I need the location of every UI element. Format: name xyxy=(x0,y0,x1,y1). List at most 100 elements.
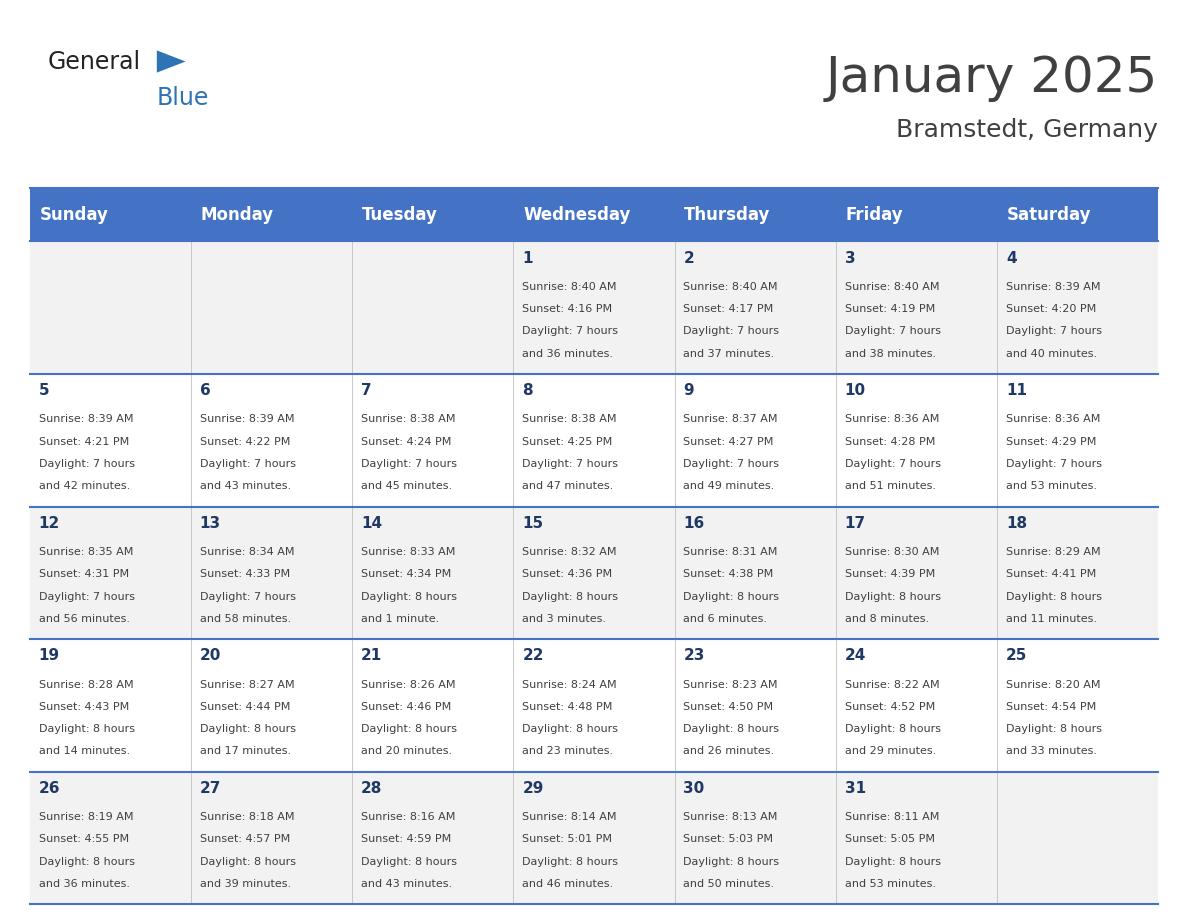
Text: January 2025: January 2025 xyxy=(826,54,1158,102)
Text: Daylight: 8 hours: Daylight: 8 hours xyxy=(683,856,779,867)
Text: Daylight: 7 hours: Daylight: 7 hours xyxy=(1006,459,1102,469)
Text: Thursday: Thursday xyxy=(684,206,771,224)
Text: 19: 19 xyxy=(38,648,59,664)
Text: 29: 29 xyxy=(523,781,544,796)
Text: Sunday: Sunday xyxy=(39,206,108,224)
Text: Daylight: 8 hours: Daylight: 8 hours xyxy=(361,856,457,867)
Text: Sunset: 4:20 PM: Sunset: 4:20 PM xyxy=(1006,304,1097,314)
Text: and 51 minutes.: and 51 minutes. xyxy=(845,481,936,491)
Text: and 11 minutes.: and 11 minutes. xyxy=(1006,614,1097,624)
Text: Bramstedt, Germany: Bramstedt, Germany xyxy=(897,118,1158,142)
Text: Daylight: 8 hours: Daylight: 8 hours xyxy=(38,724,134,734)
Text: Sunrise: 8:24 AM: Sunrise: 8:24 AM xyxy=(523,679,617,689)
Polygon shape xyxy=(157,50,185,73)
Bar xyxy=(30,188,191,241)
Text: Daylight: 7 hours: Daylight: 7 hours xyxy=(38,459,134,469)
Text: Sunset: 4:17 PM: Sunset: 4:17 PM xyxy=(683,304,773,314)
Text: General: General xyxy=(48,50,140,73)
Text: 26: 26 xyxy=(38,781,61,796)
Text: Sunset: 4:16 PM: Sunset: 4:16 PM xyxy=(523,304,612,314)
Text: 6: 6 xyxy=(200,384,210,398)
Text: Daylight: 8 hours: Daylight: 8 hours xyxy=(523,591,618,601)
Text: and 23 minutes.: and 23 minutes. xyxy=(523,746,613,756)
Text: Sunrise: 8:13 AM: Sunrise: 8:13 AM xyxy=(683,812,778,823)
Text: and 45 minutes.: and 45 minutes. xyxy=(361,481,453,491)
Bar xyxy=(30,374,1158,507)
Text: Sunrise: 8:22 AM: Sunrise: 8:22 AM xyxy=(845,679,940,689)
Text: 21: 21 xyxy=(361,648,383,664)
Text: Daylight: 8 hours: Daylight: 8 hours xyxy=(845,724,941,734)
Text: Sunset: 5:05 PM: Sunset: 5:05 PM xyxy=(845,834,935,845)
Text: Sunrise: 8:37 AM: Sunrise: 8:37 AM xyxy=(683,414,778,424)
Text: Sunrise: 8:31 AM: Sunrise: 8:31 AM xyxy=(683,547,778,557)
Text: 3: 3 xyxy=(845,251,855,265)
Text: and 43 minutes.: and 43 minutes. xyxy=(200,481,291,491)
Text: Daylight: 8 hours: Daylight: 8 hours xyxy=(361,591,457,601)
Text: 25: 25 xyxy=(1006,648,1028,664)
Text: Saturday: Saturday xyxy=(1006,206,1092,224)
Text: Sunset: 5:01 PM: Sunset: 5:01 PM xyxy=(523,834,612,845)
Text: and 47 minutes.: and 47 minutes. xyxy=(523,481,613,491)
Bar xyxy=(513,188,675,241)
Text: Daylight: 8 hours: Daylight: 8 hours xyxy=(361,724,457,734)
Text: Sunrise: 8:27 AM: Sunrise: 8:27 AM xyxy=(200,679,295,689)
Text: Sunset: 4:55 PM: Sunset: 4:55 PM xyxy=(38,834,128,845)
Text: Sunrise: 8:38 AM: Sunrise: 8:38 AM xyxy=(523,414,617,424)
Text: 17: 17 xyxy=(845,516,866,531)
Text: 1: 1 xyxy=(523,251,532,265)
Text: Daylight: 7 hours: Daylight: 7 hours xyxy=(523,459,618,469)
Text: 4: 4 xyxy=(1006,251,1017,265)
Text: 16: 16 xyxy=(683,516,704,531)
Text: Sunrise: 8:19 AM: Sunrise: 8:19 AM xyxy=(38,812,133,823)
Text: Sunset: 4:25 PM: Sunset: 4:25 PM xyxy=(523,437,613,447)
Text: and 56 minutes.: and 56 minutes. xyxy=(38,614,129,624)
Text: Daylight: 7 hours: Daylight: 7 hours xyxy=(1006,327,1102,336)
Text: and 33 minutes.: and 33 minutes. xyxy=(1006,746,1097,756)
Text: and 58 minutes.: and 58 minutes. xyxy=(200,614,291,624)
Text: Sunrise: 8:16 AM: Sunrise: 8:16 AM xyxy=(361,812,455,823)
Text: 2: 2 xyxy=(683,251,694,265)
Text: 14: 14 xyxy=(361,516,383,531)
Text: and 50 minutes.: and 50 minutes. xyxy=(683,879,775,889)
Text: and 8 minutes.: and 8 minutes. xyxy=(845,614,929,624)
Text: Daylight: 7 hours: Daylight: 7 hours xyxy=(200,591,296,601)
Text: 31: 31 xyxy=(845,781,866,796)
Text: Sunset: 4:33 PM: Sunset: 4:33 PM xyxy=(200,569,290,579)
Text: Sunrise: 8:28 AM: Sunrise: 8:28 AM xyxy=(38,679,133,689)
Text: Sunset: 4:28 PM: Sunset: 4:28 PM xyxy=(845,437,935,447)
Text: and 46 minutes.: and 46 minutes. xyxy=(523,879,613,889)
Bar xyxy=(30,507,1158,639)
Text: Sunset: 4:21 PM: Sunset: 4:21 PM xyxy=(38,437,128,447)
Text: Tuesday: Tuesday xyxy=(362,206,437,224)
Text: Sunset: 5:03 PM: Sunset: 5:03 PM xyxy=(683,834,773,845)
Text: 5: 5 xyxy=(38,384,49,398)
Text: and 36 minutes.: and 36 minutes. xyxy=(523,349,613,359)
Text: Sunrise: 8:40 AM: Sunrise: 8:40 AM xyxy=(683,282,778,292)
Text: 13: 13 xyxy=(200,516,221,531)
Text: Sunrise: 8:32 AM: Sunrise: 8:32 AM xyxy=(523,547,617,557)
Text: Sunset: 4:34 PM: Sunset: 4:34 PM xyxy=(361,569,451,579)
Text: and 3 minutes.: and 3 minutes. xyxy=(523,614,606,624)
Text: and 29 minutes.: and 29 minutes. xyxy=(845,746,936,756)
Text: Sunrise: 8:39 AM: Sunrise: 8:39 AM xyxy=(200,414,295,424)
Text: Sunrise: 8:33 AM: Sunrise: 8:33 AM xyxy=(361,547,455,557)
Bar xyxy=(997,188,1158,241)
Text: Sunset: 4:44 PM: Sunset: 4:44 PM xyxy=(200,702,290,711)
Text: Sunrise: 8:40 AM: Sunrise: 8:40 AM xyxy=(845,282,940,292)
Text: Daylight: 8 hours: Daylight: 8 hours xyxy=(845,856,941,867)
Text: 8: 8 xyxy=(523,384,533,398)
Text: Sunset: 4:59 PM: Sunset: 4:59 PM xyxy=(361,834,451,845)
Bar xyxy=(352,188,513,241)
Text: Sunset: 4:22 PM: Sunset: 4:22 PM xyxy=(200,437,290,447)
Text: Sunset: 4:43 PM: Sunset: 4:43 PM xyxy=(38,702,128,711)
Text: Daylight: 8 hours: Daylight: 8 hours xyxy=(200,856,296,867)
Text: 20: 20 xyxy=(200,648,221,664)
Text: and 17 minutes.: and 17 minutes. xyxy=(200,746,291,756)
Text: 11: 11 xyxy=(1006,384,1026,398)
Text: 27: 27 xyxy=(200,781,221,796)
Text: Daylight: 7 hours: Daylight: 7 hours xyxy=(361,459,457,469)
Bar xyxy=(675,188,836,241)
Bar xyxy=(30,639,1158,772)
Text: Daylight: 8 hours: Daylight: 8 hours xyxy=(1006,591,1102,601)
Text: Daylight: 8 hours: Daylight: 8 hours xyxy=(683,724,779,734)
